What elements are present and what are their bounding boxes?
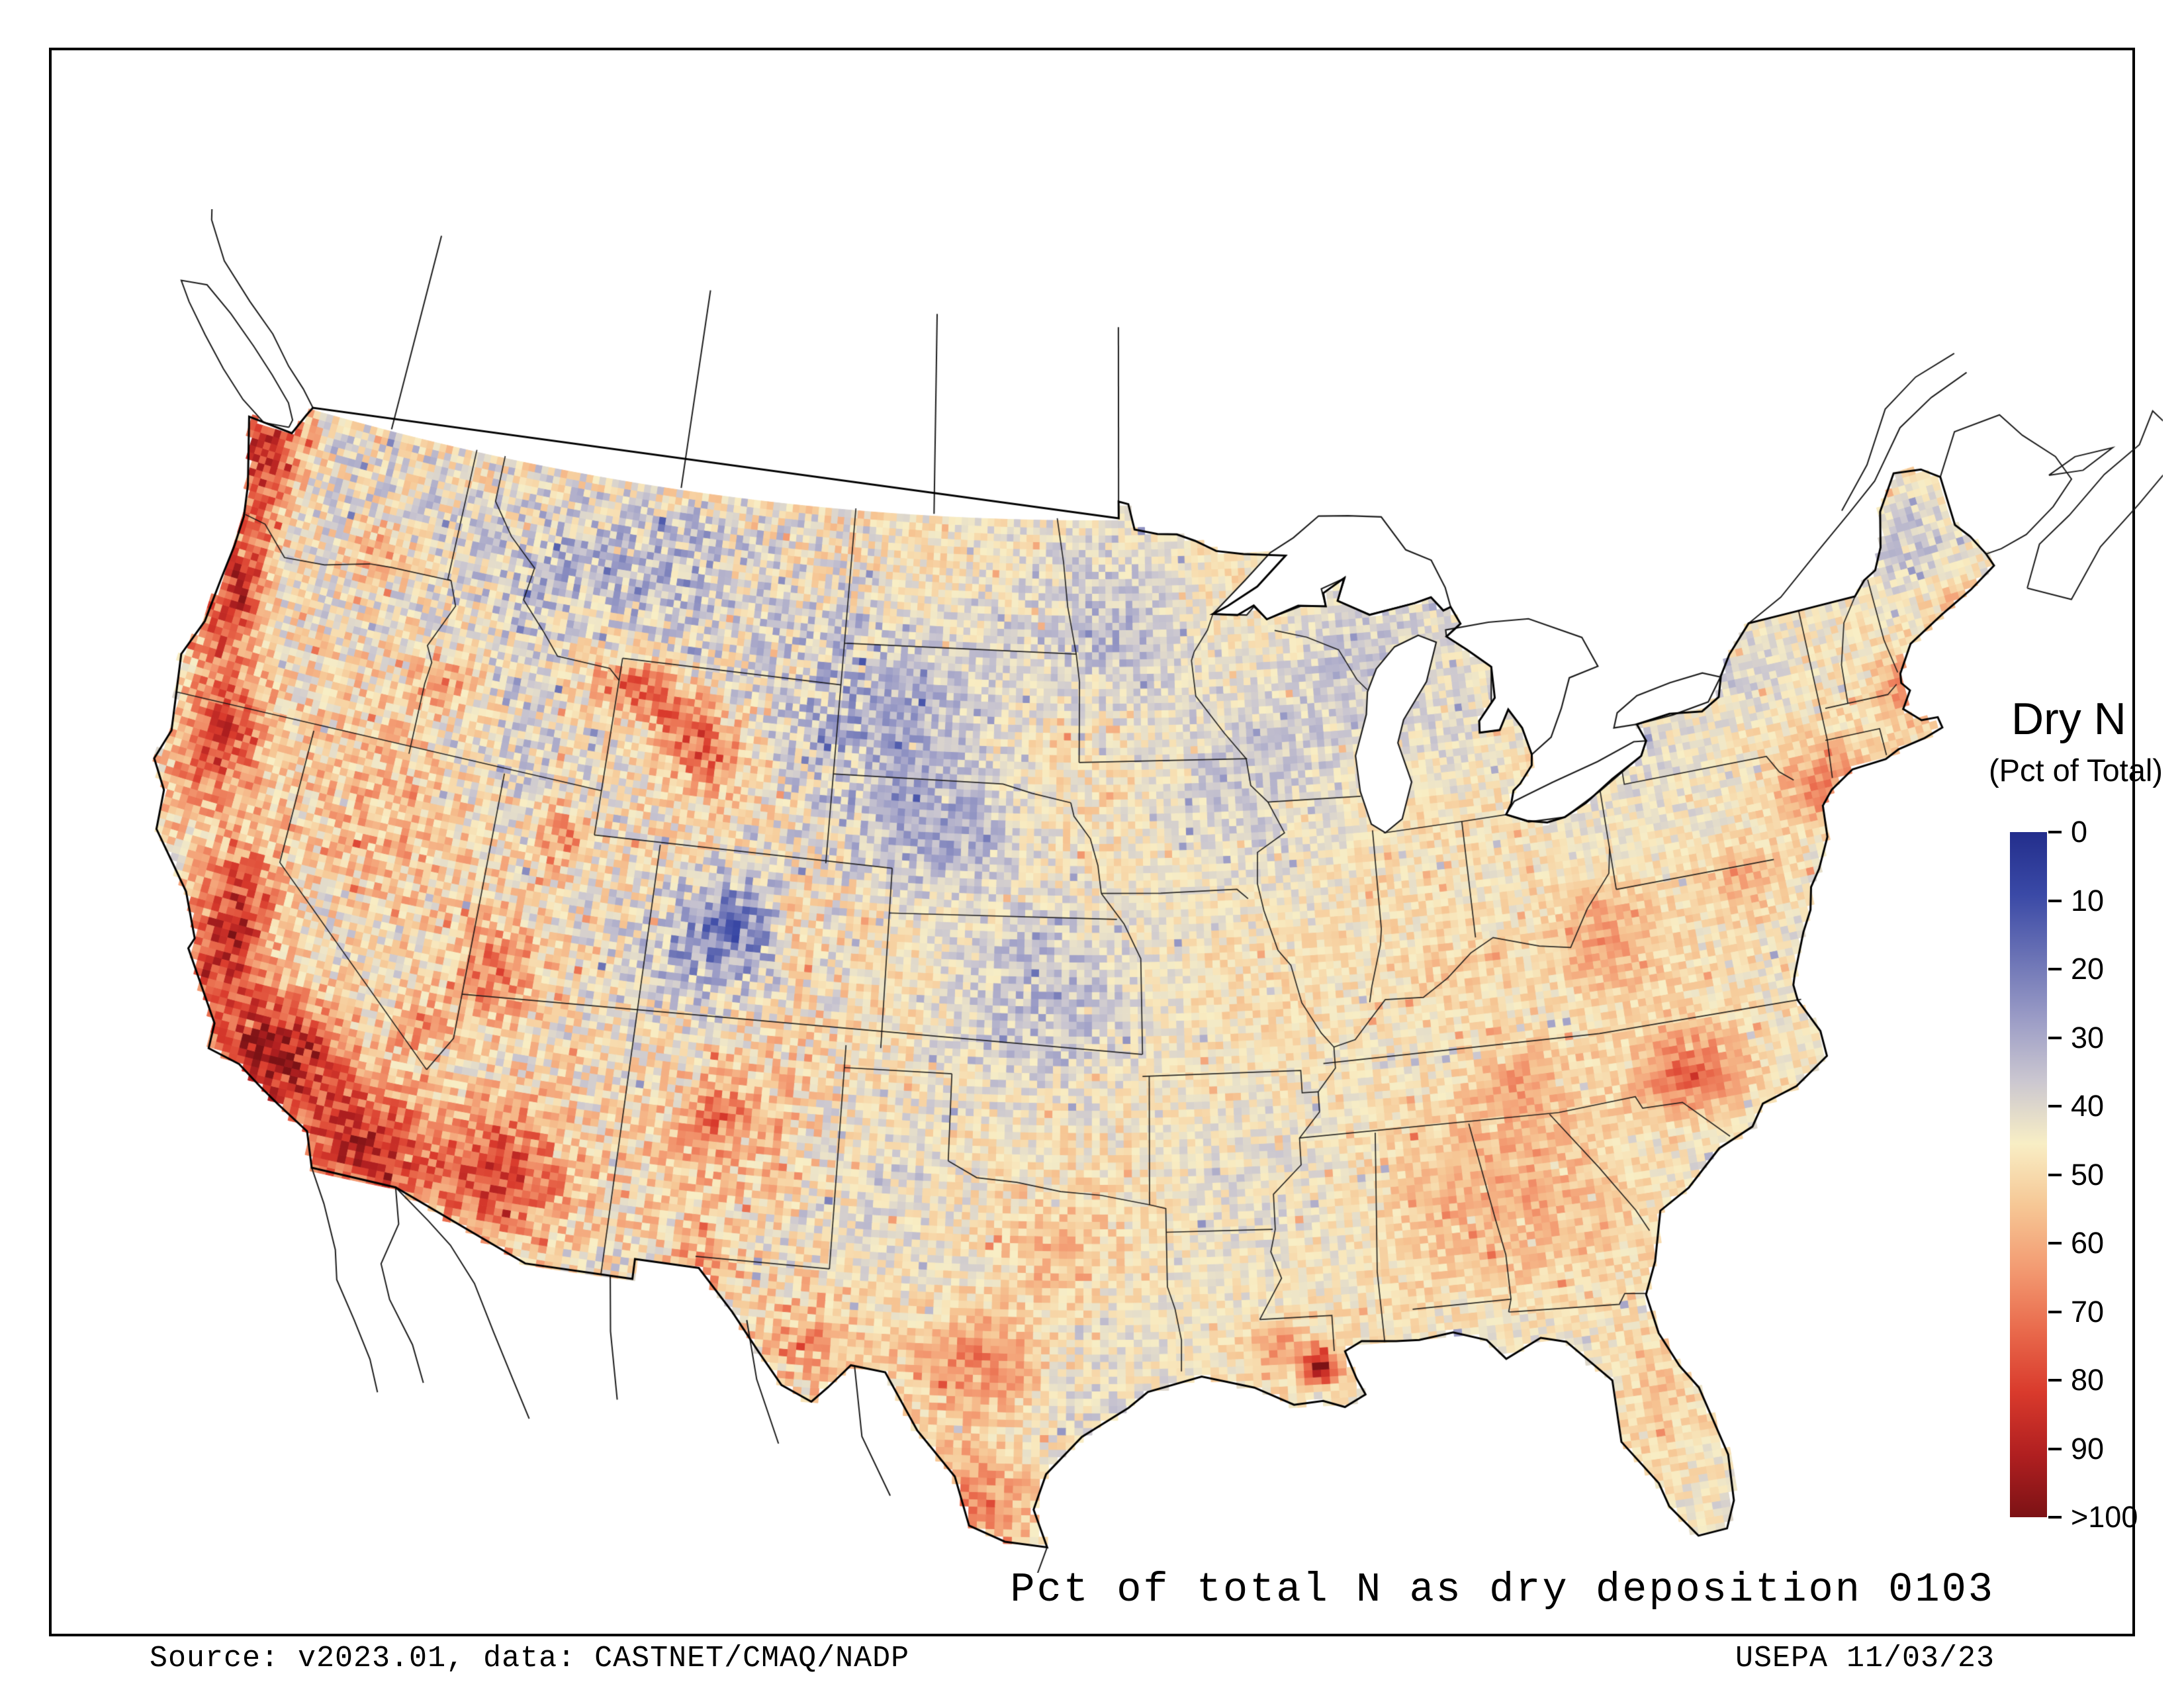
- colorbar-wrap: 0 10 20 30 40 50 60 70 80 90 >100: [2010, 815, 2184, 1534]
- us-dry-n-deposition-map: [138, 209, 2163, 1573]
- colorbar-tick-label: 60: [2071, 1226, 2105, 1260]
- colorbar-tick: [2048, 899, 2062, 902]
- colorbar-tick-label: 20: [2071, 952, 2105, 986]
- colorbar-tick-label: 90: [2071, 1431, 2105, 1466]
- map-caption: Pct of total N as dry deposition 0103: [1010, 1566, 1995, 1613]
- colorbar-tick-label: 80: [2071, 1363, 2105, 1397]
- colorbar: [2010, 832, 2047, 1518]
- colorbar-tick-label: 40: [2071, 1089, 2105, 1123]
- colorbar-tick-label: 0: [2071, 815, 2088, 849]
- plot-frame: Dry N (Pct of Total) 0 10 20 30 40 50 60 70 80 90…: [49, 48, 2163, 1675]
- colorbar-tick: [2048, 1105, 2062, 1108]
- legend-title: Dry N: [2011, 694, 2126, 744]
- agency-date: USEPA 11/03/23: [1735, 1642, 1995, 1675]
- colorbar-tick-label: 70: [2071, 1294, 2105, 1329]
- colorbar-tick: [2048, 1310, 2062, 1313]
- colorbar-tick: [2048, 1242, 2062, 1245]
- colorbar-tick: [2048, 1036, 2062, 1039]
- colorbar-tick-label: >100: [2071, 1500, 2138, 1534]
- colorbar-tick-label: 50: [2071, 1157, 2105, 1192]
- colorbar-tick: [2048, 1516, 2062, 1519]
- colorbar-tick: [2048, 831, 2062, 834]
- source-note: Source: v2023.01, data: CASTNET/CMAQ/NAD…: [150, 1642, 910, 1675]
- colorbar-tick: [2048, 1447, 2062, 1450]
- colorbar-tick: [2048, 968, 2062, 971]
- colorbar-tick-label: 10: [2071, 883, 2105, 917]
- colorbar-tick: [2048, 1173, 2062, 1176]
- colorbar-tick: [2048, 1379, 2062, 1382]
- legend: Dry N (Pct of Total) 0 10 20 30 40 50 60 70 80 90…: [1987, 694, 2184, 1534]
- colorbar-tick-label: 30: [2071, 1020, 2105, 1055]
- legend-subtitle: (Pct of Total): [1989, 753, 2163, 788]
